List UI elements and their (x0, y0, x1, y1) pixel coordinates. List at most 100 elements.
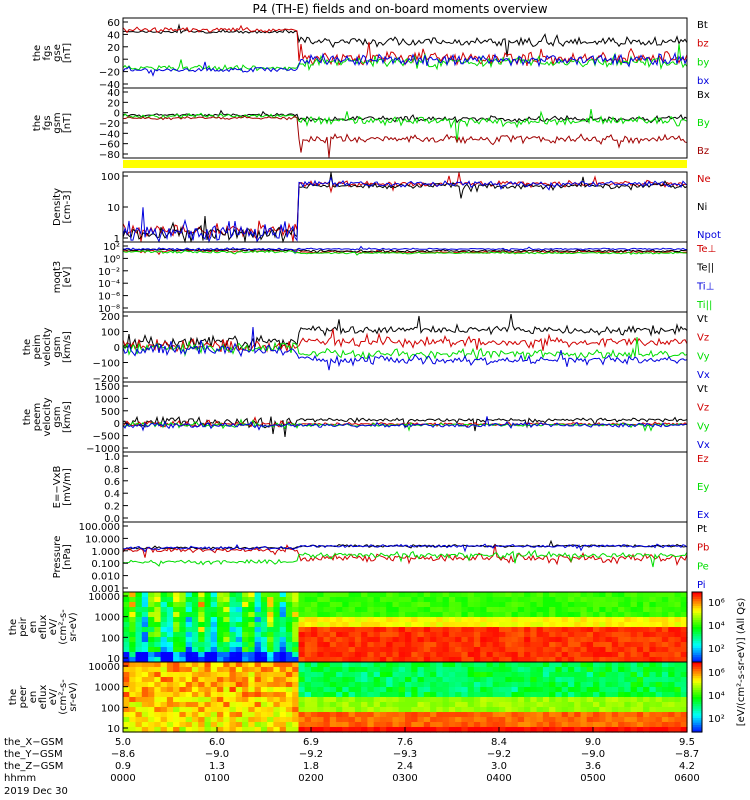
colorbar-cell (692, 599, 702, 602)
spectrogram-cell (423, 672, 431, 678)
spectrogram-cell (361, 707, 368, 713)
spectrogram-cell (267, 607, 274, 613)
spectrogram-peir_eflux (123, 592, 688, 663)
spectrogram-cell (561, 722, 569, 728)
spectrogram-cell (442, 687, 450, 693)
spectrogram-cell (348, 637, 356, 643)
spectrogram-cell (210, 657, 218, 663)
spectrogram-cell (611, 677, 619, 683)
spectrogram-cell (342, 607, 350, 613)
spectrogram-cell (455, 677, 462, 683)
spectrogram-cell (317, 707, 325, 713)
spectrogram-cell (674, 692, 682, 698)
spectrogram-cell (542, 682, 550, 688)
spectrogram-cell (555, 697, 563, 703)
spectrogram-cell (549, 692, 556, 698)
spectrogram-cell (354, 702, 362, 708)
colorbar-cell (692, 687, 702, 691)
spectrogram-cell (173, 652, 180, 658)
spectrogram-cell (442, 717, 450, 723)
spectrogram-cell (336, 667, 343, 673)
spectrogram-cell (630, 602, 638, 608)
ytick-label: 1.0 (104, 452, 120, 463)
spectrogram-cell (624, 697, 632, 703)
spectrogram-cell (417, 712, 425, 718)
spectrogram-cell (517, 687, 525, 693)
spectrogram-cell (618, 722, 625, 728)
spectrogram-cell (210, 632, 218, 638)
spectrogram-cell (574, 617, 582, 623)
spectrogram-cell (386, 677, 394, 683)
spectrogram-cell (379, 612, 387, 618)
spectrogram-cell (611, 707, 619, 713)
spectrogram-cell (191, 692, 199, 698)
spectrogram-cell (317, 607, 325, 613)
spectrogram-cell (417, 597, 425, 603)
spectrogram-cell (235, 712, 243, 718)
colorbar-cell (692, 722, 702, 726)
spectrogram-cell (398, 612, 406, 618)
spectrogram-cell (423, 602, 431, 608)
spectrogram-cell (668, 592, 676, 598)
spectrogram-cell (223, 612, 231, 618)
spectrogram-cell (273, 667, 281, 673)
spectrogram-cell (611, 617, 619, 623)
spectrogram-cell (279, 602, 287, 608)
spectrogram-cell (191, 682, 199, 688)
spectrogram-cell (373, 717, 381, 723)
spectrogram-cell (166, 697, 174, 703)
spectrogram-cell (248, 647, 256, 653)
spectrogram-cell (417, 667, 425, 673)
spectrogram-cell (292, 667, 300, 673)
spectrogram-cell (173, 672, 180, 678)
spectrogram-cell (655, 682, 663, 688)
spectrogram-cell (235, 727, 243, 733)
spectrogram-cell (392, 662, 400, 668)
spectrogram-cell (467, 702, 475, 708)
ytick-label: −80 (99, 150, 120, 161)
spectrogram-cell (292, 627, 300, 633)
spectrogram-cell (505, 727, 513, 733)
spectrogram-cell (423, 607, 431, 613)
spectrogram-cell (348, 662, 356, 668)
spectrogram-cell (273, 662, 281, 668)
spectrogram-cell (379, 632, 387, 638)
spectrogram-cell (198, 637, 206, 643)
spectrogram-cell (461, 722, 469, 728)
spectrogram-cell (611, 667, 619, 673)
spectrogram-cell (279, 707, 287, 713)
spectrogram-cell (267, 642, 274, 648)
spectrogram-cell (611, 642, 619, 648)
legend-peem_velocity-Vz: Vz (697, 403, 709, 414)
spectrogram-cell (436, 652, 444, 658)
spectrogram-cell (304, 717, 312, 723)
spectrogram-cell (198, 727, 206, 733)
spectrogram-cell (430, 712, 437, 718)
spectrogram-cell (405, 642, 412, 648)
spectrogram-cell (373, 602, 381, 608)
spectrogram-cell (336, 677, 343, 683)
spectrogram-cell (260, 672, 268, 678)
spectrogram-cell (455, 632, 462, 638)
spectrogram-cell (618, 682, 625, 688)
spectrogram-cell (367, 602, 375, 608)
spectrogram-cell (185, 702, 193, 708)
spectrogram-cell (185, 672, 193, 678)
spectrogram-cell (229, 717, 237, 723)
spectrogram-cell (173, 632, 180, 638)
spectrogram-cell (499, 687, 506, 693)
spectrogram-cell (191, 612, 199, 618)
spectrogram-cell (455, 712, 462, 718)
spectrogram-cell (267, 677, 274, 683)
spectrogram-cell (398, 602, 406, 608)
spectrogram-cell (586, 632, 594, 638)
spectrogram-cell (530, 662, 538, 668)
spectrogram-cell (336, 657, 343, 663)
spectrogram-cell (567, 632, 575, 638)
ylabel-line: (cm²-s- (58, 679, 69, 715)
spectrogram-cell (530, 657, 538, 663)
spectrogram-cell (423, 657, 431, 663)
ylabel-line: en (28, 621, 39, 634)
ytick-label: 10⁻⁴ (98, 279, 120, 290)
spectrogram-cell (649, 677, 657, 683)
